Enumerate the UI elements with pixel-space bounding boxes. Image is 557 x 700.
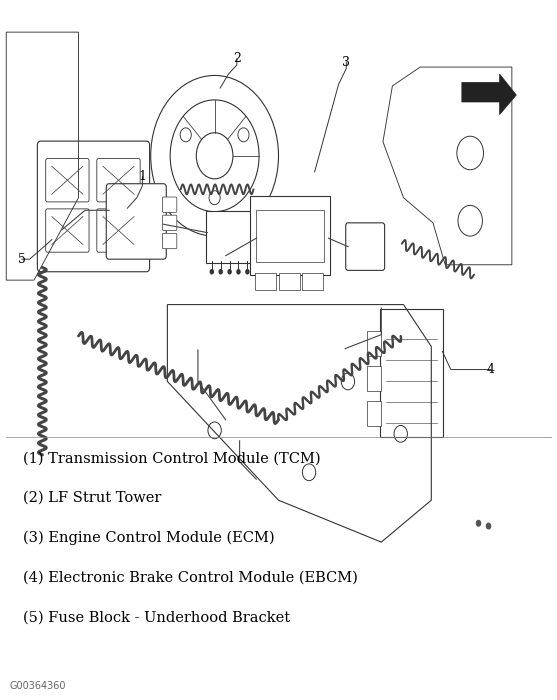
FancyBboxPatch shape [37, 141, 150, 272]
Circle shape [209, 269, 214, 274]
Circle shape [476, 520, 481, 526]
Polygon shape [462, 74, 516, 115]
Circle shape [218, 269, 223, 274]
FancyBboxPatch shape [163, 197, 177, 212]
Circle shape [238, 128, 249, 142]
Text: G00364360: G00364360 [9, 681, 66, 691]
FancyBboxPatch shape [368, 401, 381, 426]
Text: 2: 2 [233, 52, 241, 65]
FancyBboxPatch shape [250, 195, 330, 275]
FancyBboxPatch shape [346, 223, 385, 270]
FancyBboxPatch shape [206, 211, 258, 262]
FancyBboxPatch shape [46, 159, 89, 202]
Circle shape [209, 190, 220, 204]
FancyBboxPatch shape [278, 273, 300, 290]
FancyBboxPatch shape [380, 309, 443, 438]
FancyBboxPatch shape [46, 209, 89, 252]
Text: (2) LF Strut Tower: (2) LF Strut Tower [23, 491, 162, 505]
Text: 3: 3 [343, 56, 350, 69]
Text: (1) Transmission Control Module (TCM): (1) Transmission Control Module (TCM) [23, 452, 320, 466]
FancyBboxPatch shape [97, 209, 140, 252]
Circle shape [236, 269, 241, 274]
FancyBboxPatch shape [302, 273, 323, 290]
Text: (4) Electronic Brake Control Module (EBCM): (4) Electronic Brake Control Module (EBC… [23, 570, 358, 584]
FancyBboxPatch shape [255, 273, 276, 290]
Text: 5: 5 [18, 253, 26, 266]
Circle shape [486, 523, 491, 529]
Text: (3) Engine Control Module (ECM): (3) Engine Control Module (ECM) [23, 531, 275, 545]
FancyBboxPatch shape [106, 183, 167, 259]
FancyBboxPatch shape [163, 233, 177, 248]
FancyBboxPatch shape [97, 159, 140, 202]
Text: (5) Fuse Block - Underhood Bracket: (5) Fuse Block - Underhood Bracket [23, 610, 290, 624]
FancyBboxPatch shape [368, 366, 381, 391]
Text: 4: 4 [487, 363, 495, 376]
FancyBboxPatch shape [163, 215, 177, 230]
Circle shape [180, 128, 191, 142]
Circle shape [245, 269, 250, 274]
FancyBboxPatch shape [256, 210, 324, 262]
Circle shape [227, 269, 232, 274]
FancyBboxPatch shape [368, 331, 381, 356]
Text: 1: 1 [138, 170, 146, 183]
